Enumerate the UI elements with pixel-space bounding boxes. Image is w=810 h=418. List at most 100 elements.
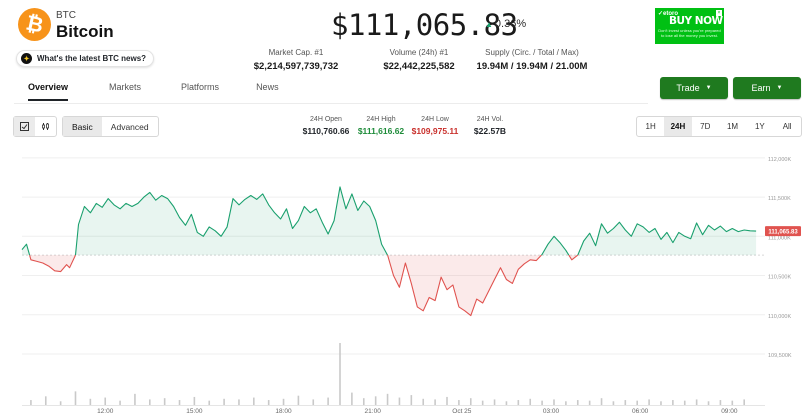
range-1h-button[interactable]: 1H bbox=[645, 122, 656, 131]
tab-news[interactable]: News bbox=[256, 82, 279, 92]
stat-label: Market Cap. #1 bbox=[268, 48, 324, 57]
earn-button[interactable]: Earn ▼ bbox=[733, 77, 801, 99]
range-7d-button[interactable]: 7D bbox=[700, 122, 711, 131]
volume-bar bbox=[44, 396, 47, 405]
volume-bar bbox=[163, 398, 166, 405]
trade-button[interactable]: Trade ▼ bbox=[660, 77, 728, 99]
range-all-button[interactable]: All bbox=[782, 122, 792, 131]
stat-value: $22,442,225,582 bbox=[383, 61, 455, 72]
volume-bar bbox=[565, 401, 567, 405]
volume-bar bbox=[636, 400, 639, 405]
x-tick-label: 21:00 bbox=[365, 408, 382, 415]
volume-bar bbox=[469, 398, 472, 405]
volume-bar bbox=[104, 397, 107, 405]
chart-grid bbox=[22, 157, 765, 406]
chevron-down-icon: ▼ bbox=[705, 85, 712, 91]
volume-bar bbox=[178, 400, 181, 405]
volume-bar bbox=[297, 395, 300, 405]
volume-bar bbox=[458, 400, 460, 405]
volume-bar bbox=[731, 400, 734, 405]
ad-close-icon[interactable]: × bbox=[716, 10, 722, 16]
volume-bar bbox=[529, 398, 532, 405]
price-chart[interactable]: 112,000K 111,500K 111,000K 110,500K 110,000K… bbox=[0, 140, 810, 418]
volume-bar bbox=[208, 400, 211, 405]
current-price-badge bbox=[765, 226, 801, 237]
volume-bar bbox=[576, 400, 579, 405]
volume-bar bbox=[193, 396, 196, 405]
price-line-down bbox=[568, 254, 579, 261]
kpi-label: 24H High bbox=[366, 116, 396, 123]
tab-overview[interactable]: Overview bbox=[28, 82, 69, 101]
y-tick-label: 112,000K bbox=[768, 157, 791, 163]
tab-platforms[interactable]: Platforms bbox=[181, 82, 220, 92]
volume-bar bbox=[238, 399, 240, 405]
mode-basic-button[interactable]: Basic bbox=[63, 117, 102, 136]
chart-mode-toggle: Basic Advanced bbox=[62, 116, 159, 137]
trade-label: Trade bbox=[676, 83, 700, 93]
price-line-up bbox=[74, 186, 388, 256]
kpi-high: 24H High $111,616.62 bbox=[351, 116, 411, 136]
y-tick-label: 111,500K bbox=[768, 196, 791, 202]
price-line bbox=[21, 186, 757, 317]
price-line-up bbox=[21, 243, 31, 256]
stat-volume: Volume (24h) #1 $22,442,225,582 bbox=[364, 48, 474, 72]
volume-bar bbox=[312, 399, 315, 405]
kpi-value: $22.57B bbox=[473, 126, 507, 136]
volume-bar bbox=[707, 401, 710, 405]
volume-bar bbox=[253, 397, 255, 405]
kpi-value: $110,760.66 bbox=[302, 126, 350, 136]
line-chart-icon[interactable] bbox=[35, 117, 56, 136]
mode-advanced-button[interactable]: Advanced bbox=[110, 121, 149, 132]
current-price-label: 111,065.83 bbox=[768, 230, 798, 236]
price-line-down bbox=[387, 254, 542, 317]
sparkle-icon: ✦ bbox=[21, 53, 32, 64]
coin-symbol: BTC bbox=[56, 10, 76, 21]
volume-bar bbox=[672, 400, 674, 405]
volume-bar bbox=[134, 393, 136, 405]
volume-bar bbox=[422, 398, 425, 405]
volume-bar bbox=[600, 398, 603, 405]
x-tick-label: 15:00 bbox=[186, 408, 203, 415]
volume-bar bbox=[505, 401, 508, 405]
price-line-up bbox=[541, 235, 570, 256]
range-1y-button[interactable]: 1Y bbox=[754, 122, 765, 131]
volume-bar bbox=[648, 399, 650, 405]
area-below-baseline bbox=[387, 255, 542, 316]
area-above-baseline bbox=[22, 244, 30, 256]
y-axis-labels: 112,000K 111,500K 111,000K 110,500K 110,000K… bbox=[768, 157, 792, 359]
etoro-ad-banner[interactable]: ✓etoro × BUY NOW Don't invest unless you… bbox=[655, 8, 724, 44]
volume-bar bbox=[541, 400, 543, 405]
volume-bar bbox=[660, 401, 662, 405]
volume-bar bbox=[612, 401, 615, 405]
volume-bar bbox=[743, 399, 745, 405]
stat-value: 19.94M / 19.94M / 21.00M bbox=[476, 61, 588, 72]
earn-label: Earn bbox=[751, 83, 771, 93]
price-value: $111,065.83 bbox=[331, 8, 518, 42]
volume-bar bbox=[374, 396, 377, 405]
volume-bar bbox=[119, 400, 121, 405]
news-pill-button[interactable]: ✦ What's the latest BTC news? bbox=[16, 50, 155, 67]
volume-bar bbox=[588, 400, 591, 405]
range-1m-button[interactable]: 1M bbox=[726, 122, 739, 131]
range-24h-button[interactable]: 24H bbox=[664, 117, 692, 136]
volume-bar bbox=[74, 391, 77, 405]
x-tick-label: 18:00 bbox=[275, 408, 292, 415]
volume-bar bbox=[327, 397, 329, 405]
kpi-label: 24H Vol. bbox=[476, 116, 504, 123]
volume-bar bbox=[434, 399, 436, 405]
volume-bar bbox=[446, 396, 448, 405]
up-arrow-icon: ▲ bbox=[485, 20, 493, 29]
kpi-open: 24H Open $110,760.66 bbox=[296, 116, 356, 136]
price-area bbox=[22, 186, 757, 316]
volume-bar bbox=[481, 400, 484, 405]
bitcoin-icon: ₿ bbox=[18, 8, 51, 41]
y-tick-label: 111,000K bbox=[768, 235, 791, 241]
candlestick-icon[interactable] bbox=[14, 117, 35, 136]
stat-label: Supply (Circ. / Total / Max) bbox=[485, 48, 579, 57]
volume-bar bbox=[59, 401, 62, 405]
volume-bar bbox=[362, 398, 365, 405]
kpi-label: 24H Low bbox=[421, 116, 449, 123]
volume-bars bbox=[30, 343, 745, 405]
x-tick-label: 09:00 bbox=[721, 408, 738, 415]
tab-markets[interactable]: Markets bbox=[109, 82, 142, 92]
